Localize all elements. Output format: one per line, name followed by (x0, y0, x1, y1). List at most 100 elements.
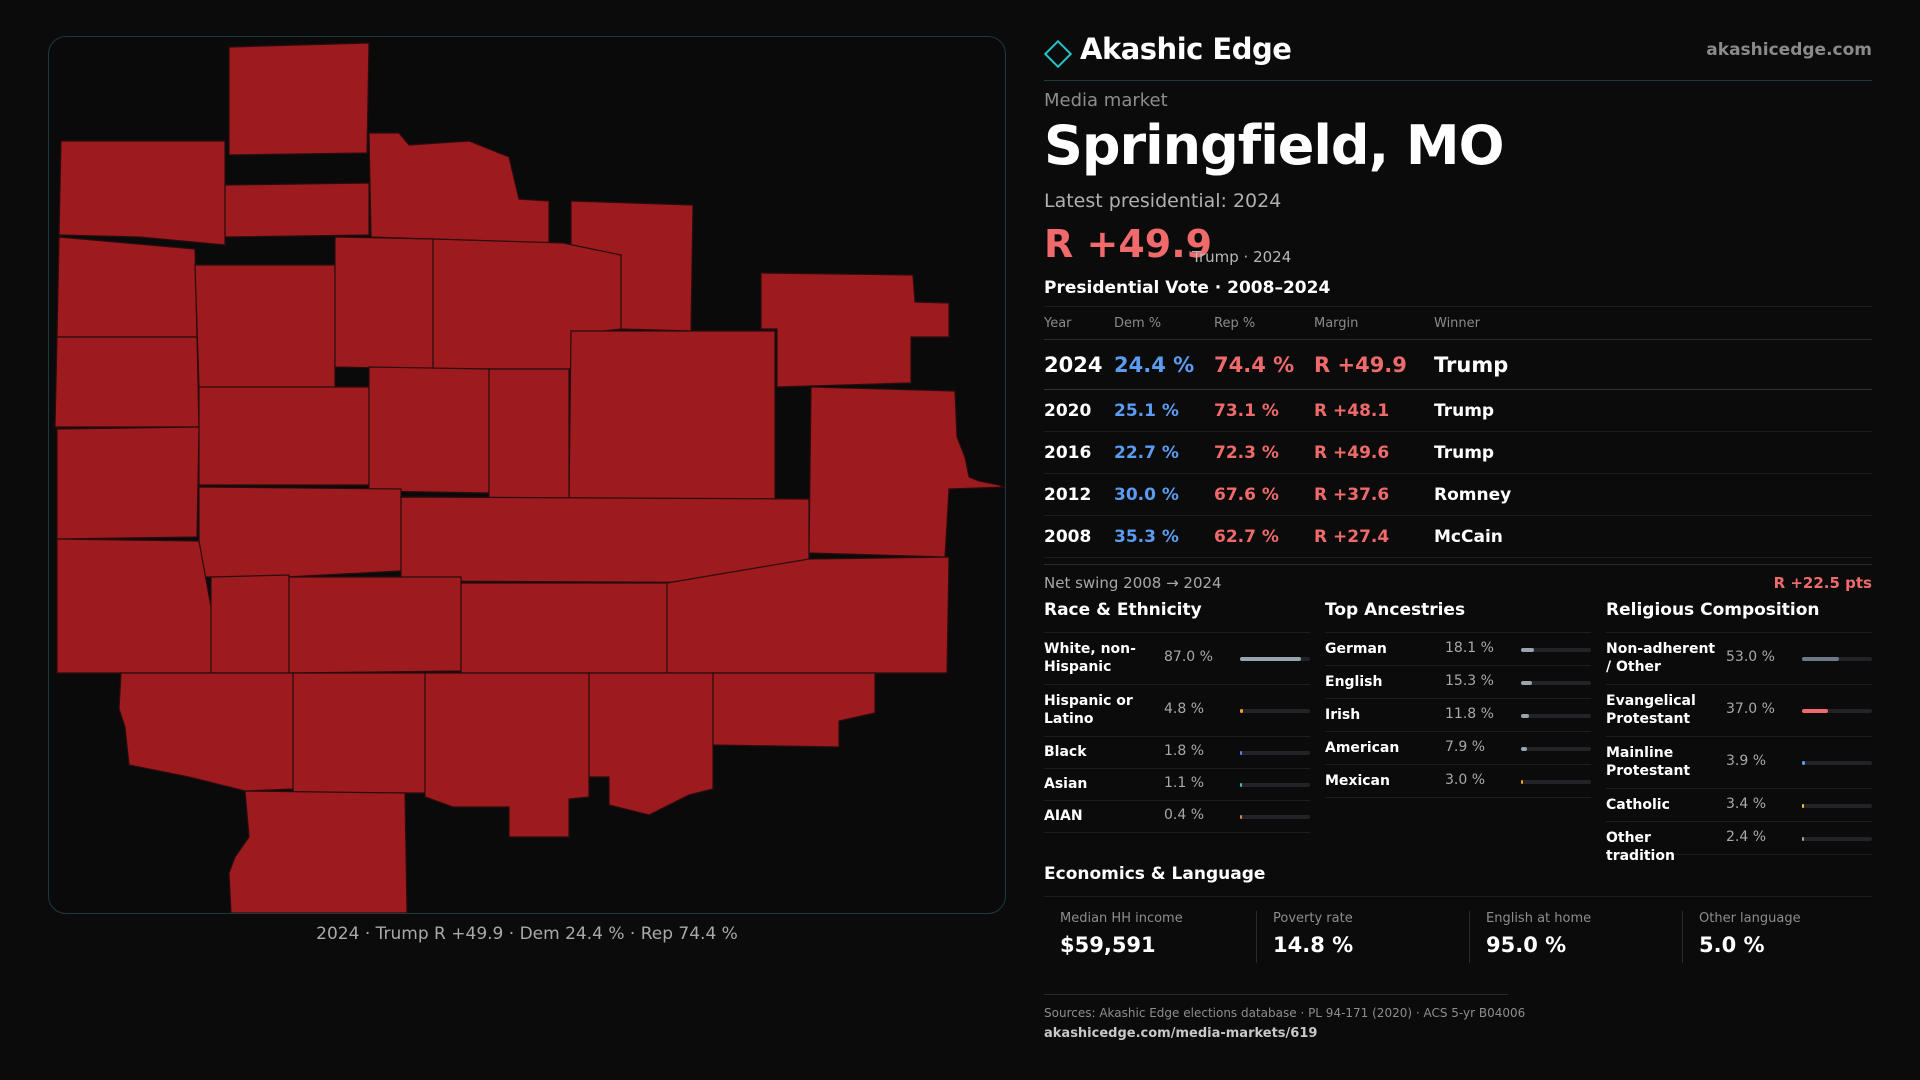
table-row[interactable]: 2016 22.7 % 72.3 % R +49.6 Trump (1044, 431, 1872, 474)
economics-row: Median HH income $59,591 Poverty rate 14… (1044, 896, 1872, 965)
ancestry-section: Top Ancestries German 18.1 % English 15.… (1325, 600, 1591, 798)
item-label: Hispanic or Latino (1044, 693, 1133, 727)
col-header-rep: Rep % (1214, 306, 1314, 340)
presidential-vote-table: Year Dem % Rep % Margin Winner 2024 24.4… (1044, 306, 1872, 558)
item-bar (1802, 761, 1872, 765)
econ-value: 95.0 % (1486, 933, 1567, 957)
item-bar-fill (1521, 714, 1529, 718)
item-bar (1521, 648, 1591, 652)
cell-winner: Trump (1434, 431, 1872, 474)
county-shape[interactable] (56, 426, 200, 540)
race-section: Race & Ethnicity White, non-Hispanic 87.… (1044, 600, 1310, 833)
county-shape[interactable] (424, 672, 590, 838)
religion-section: Religious Composition Non-adherent / Oth… (1606, 600, 1872, 864)
list-item: German 18.1 % (1325, 633, 1591, 666)
item-bar-fill (1521, 747, 1527, 751)
list-item: Hispanic or Latino 4.8 % (1044, 685, 1310, 737)
item-label: American (1325, 740, 1400, 756)
ancestry-title: Top Ancestries (1325, 600, 1591, 633)
county-shape[interactable] (194, 264, 336, 390)
item-value: 0.4 % (1164, 807, 1205, 823)
item-bar-fill (1521, 648, 1534, 652)
county-shape[interactable] (198, 386, 370, 486)
divider (1044, 994, 1508, 995)
econ-cell-english: English at home 95.0 % (1470, 911, 1666, 961)
item-value: 37.0 % (1726, 701, 1775, 717)
item-label: English (1325, 674, 1383, 690)
county-shape[interactable] (588, 672, 714, 816)
headline-margin-sub: Trump · 2024 (1192, 248, 1292, 266)
table-header-row: Year Dem % Rep % Margin Winner (1044, 306, 1872, 340)
item-bar (1802, 709, 1872, 713)
item-label: Evangelical Protestant (1606, 693, 1696, 727)
item-bar-fill (1521, 780, 1523, 784)
county-shape[interactable] (210, 574, 290, 674)
cell-year: 2008 (1044, 515, 1114, 558)
cell-margin: R +37.6 (1314, 473, 1434, 516)
list-item: Black 1.8 % (1044, 737, 1310, 769)
county-shape[interactable] (808, 386, 1005, 558)
county-shape[interactable] (118, 672, 294, 792)
county-shape[interactable] (568, 330, 776, 500)
county-shape[interactable] (56, 538, 212, 674)
item-value: 1.1 % (1164, 775, 1205, 791)
county-shape[interactable] (288, 576, 462, 674)
table-row[interactable]: 2012 30.0 % 67.6 % R +37.6 Romney (1044, 473, 1872, 516)
county-shape[interactable] (368, 132, 550, 244)
county-shape[interactable] (198, 486, 402, 578)
item-bar (1240, 709, 1310, 713)
sources-url-link[interactable]: akashicedge.com/media-markets/619 (1044, 1026, 1318, 1041)
page-title: Springfield, MO (1044, 114, 1505, 177)
item-bar-fill (1240, 657, 1301, 661)
item-bar (1802, 804, 1872, 808)
county-shape[interactable] (56, 236, 198, 338)
county-shape[interactable] (228, 42, 370, 156)
table-row[interactable]: 2024 24.4 % 74.4 % R +49.9 Trump (1044, 339, 1872, 390)
item-label: Other tradition (1606, 830, 1675, 864)
county-shape[interactable] (228, 790, 408, 913)
econ-value: $59,591 (1060, 933, 1156, 957)
item-bar (1240, 815, 1310, 819)
county-shape[interactable] (712, 672, 876, 748)
divider (1682, 911, 1683, 963)
county-shape[interactable] (760, 272, 950, 388)
item-label: White, non-Hispanic (1044, 641, 1136, 675)
cell-margin: R +27.4 (1314, 515, 1434, 558)
county-shape[interactable] (54, 336, 200, 428)
table-row[interactable]: 2020 25.1 % 73.1 % R +48.1 Trump (1044, 389, 1872, 432)
item-bar (1521, 681, 1591, 685)
list-item: Non-adherent / Other 53.0 % (1606, 633, 1872, 685)
item-bar (1240, 783, 1310, 787)
county-shape[interactable] (666, 556, 950, 674)
econ-label: Median HH income (1060, 911, 1183, 926)
county-shape[interactable] (488, 368, 570, 500)
county-map[interactable] (49, 37, 1005, 913)
brand-header: Akashic Edge akashicedge.com (1043, 30, 1872, 81)
list-item: Evangelical Protestant 37.0 % (1606, 685, 1872, 737)
county-shape[interactable] (292, 672, 426, 794)
econ-cell-poverty: Poverty rate 14.8 % (1257, 911, 1453, 961)
cell-rep: 62.7 % (1214, 515, 1314, 558)
item-value: 87.0 % (1164, 649, 1213, 665)
county-shape[interactable] (460, 582, 668, 674)
cell-dem: 35.3 % (1114, 515, 1214, 558)
county-shape[interactable] (224, 182, 370, 238)
item-bar (1240, 657, 1310, 661)
item-bar (1802, 657, 1872, 661)
item-bar-fill (1240, 751, 1242, 755)
brand-url-link[interactable]: akashicedge.com (1706, 40, 1872, 60)
net-swing-row: Net swing 2008 → 2024 R +22.5 pts (1044, 564, 1872, 597)
brand-name: Akashic Edge (1080, 32, 1292, 66)
list-item: AIAN 0.4 % (1044, 801, 1310, 833)
race-title: Race & Ethnicity (1044, 600, 1310, 633)
item-value: 15.3 % (1445, 673, 1494, 689)
item-value: 11.8 % (1445, 706, 1494, 722)
county-shape[interactable] (58, 140, 226, 246)
cell-dem: 30.0 % (1114, 473, 1214, 516)
item-bar-fill (1802, 837, 1804, 841)
col-header-margin: Margin (1314, 306, 1434, 340)
county-shape[interactable] (334, 236, 434, 370)
county-shape[interactable] (368, 366, 490, 494)
map-panel[interactable] (48, 36, 1006, 914)
table-row[interactable]: 2008 35.3 % 62.7 % R +27.4 McCain (1044, 515, 1872, 558)
